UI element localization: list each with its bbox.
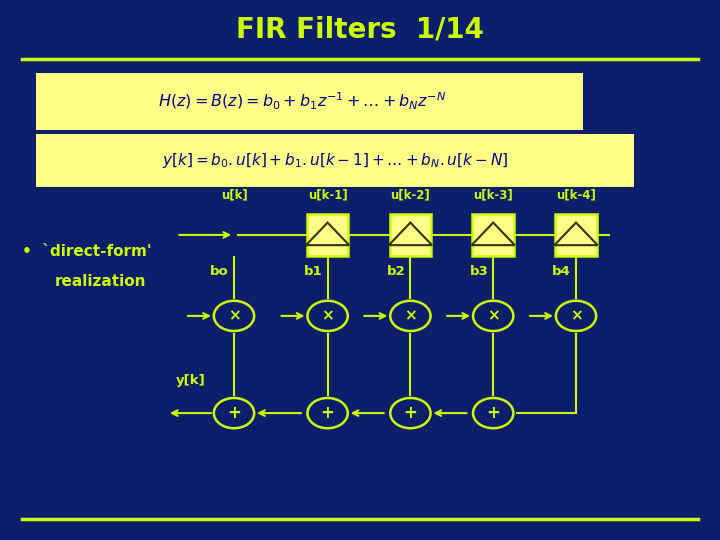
Text: u[k-3]: u[k-3] bbox=[473, 188, 513, 201]
Text: +: + bbox=[320, 404, 335, 422]
Text: y[k]: y[k] bbox=[176, 374, 206, 387]
Text: •  `direct-form': • `direct-form' bbox=[22, 244, 151, 259]
Text: FIR Filters  1/14: FIR Filters 1/14 bbox=[236, 16, 484, 44]
Circle shape bbox=[214, 398, 254, 428]
Text: b2: b2 bbox=[387, 265, 405, 278]
Polygon shape bbox=[306, 222, 349, 245]
Circle shape bbox=[214, 301, 254, 331]
Circle shape bbox=[473, 301, 513, 331]
FancyBboxPatch shape bbox=[390, 214, 431, 256]
Text: u[k-2]: u[k-2] bbox=[390, 188, 431, 201]
Circle shape bbox=[556, 301, 596, 331]
Polygon shape bbox=[389, 222, 432, 245]
Circle shape bbox=[473, 398, 513, 428]
Text: bo: bo bbox=[210, 265, 229, 278]
Polygon shape bbox=[472, 222, 515, 245]
FancyBboxPatch shape bbox=[36, 73, 583, 130]
Text: b4: b4 bbox=[552, 265, 571, 278]
Text: ×: × bbox=[570, 308, 582, 323]
Polygon shape bbox=[554, 222, 598, 245]
Text: u[k]: u[k] bbox=[220, 188, 248, 201]
Text: $y[k] = b_0.u[k] + b_1.u[k-1] + \ldots + b_N.u[k-N]$: $y[k] = b_0.u[k] + b_1.u[k-1] + \ldots +… bbox=[162, 151, 508, 171]
FancyBboxPatch shape bbox=[472, 214, 514, 256]
Circle shape bbox=[390, 398, 431, 428]
Text: ×: × bbox=[321, 308, 334, 323]
Circle shape bbox=[390, 301, 431, 331]
Circle shape bbox=[307, 398, 348, 428]
FancyBboxPatch shape bbox=[307, 214, 348, 256]
Text: b1: b1 bbox=[304, 265, 323, 278]
Text: +: + bbox=[227, 404, 241, 422]
Text: ×: × bbox=[228, 308, 240, 323]
Text: u[k-1]: u[k-1] bbox=[307, 188, 348, 201]
FancyBboxPatch shape bbox=[36, 134, 634, 187]
Text: +: + bbox=[403, 404, 418, 422]
Circle shape bbox=[307, 301, 348, 331]
Text: $H(z) = B(z) = b_0 + b_1 z^{-1} + \ldots + b_N z^{-N}$: $H(z) = B(z) = b_0 + b_1 z^{-1} + \ldots… bbox=[158, 91, 446, 112]
Text: realization: realization bbox=[55, 274, 146, 289]
Text: ×: × bbox=[487, 308, 500, 323]
Text: +: + bbox=[486, 404, 500, 422]
Text: ×: × bbox=[404, 308, 417, 323]
Text: u[k-4]: u[k-4] bbox=[556, 188, 596, 201]
Text: b3: b3 bbox=[469, 265, 488, 278]
FancyBboxPatch shape bbox=[555, 214, 597, 256]
